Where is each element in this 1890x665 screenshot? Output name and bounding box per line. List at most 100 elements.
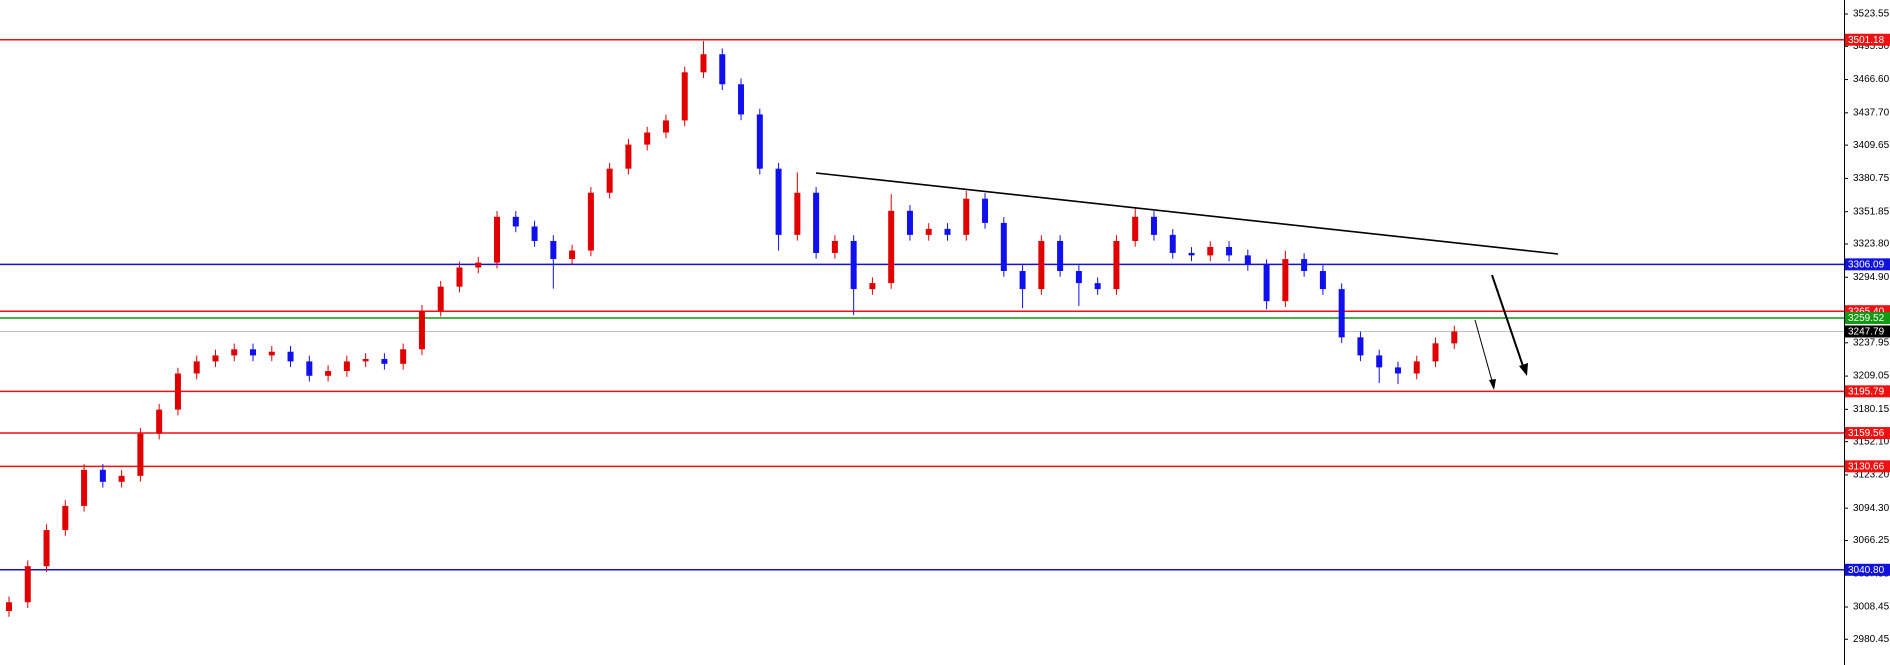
candle-body [944,228,951,235]
candle-body [1057,240,1064,272]
y-tick-label: 3380.75 [1853,173,1890,184]
candle-body [794,192,801,235]
level-label: 3501.18 [1848,35,1885,46]
candle-body [1357,337,1364,356]
candle-body [756,114,763,169]
candle-body [813,192,820,253]
level-label-box [1845,385,1890,398]
candle-body [306,361,313,376]
candle-body [869,283,876,290]
candle-body [531,226,538,241]
candle-body [325,371,332,376]
candle-body [212,355,219,362]
candle-body [1000,222,1007,272]
candle-body [1207,246,1214,256]
level-label: 3259.52 [1848,313,1885,324]
candle-body [343,361,350,372]
candle-body [81,469,88,506]
y-tick-label: 3523.55 [1853,9,1890,20]
candle-body [1282,259,1289,302]
candle-body [906,210,913,235]
arrow [1491,274,1526,373]
candle-body [43,530,50,567]
level-label: 3195.79 [1848,386,1885,397]
candle-body [982,198,989,223]
candle-body [1263,265,1270,302]
candle-body [606,168,613,193]
candle-body [137,433,144,476]
candle-body [850,240,857,290]
level-label: 3247.79 [1848,327,1885,338]
y-tick-label: 3094.30 [1853,503,1890,514]
level-label-box [1845,325,1890,338]
y-tick-label: 3495.50 [1853,41,1890,52]
y-tick-label: 3351.85 [1853,206,1890,217]
candle-body [1244,255,1251,266]
candle-body [550,240,557,260]
y-tick-label: 3209.05 [1853,371,1890,382]
candle-body [400,349,407,364]
level-label: 3306.09 [1848,259,1885,270]
candle-body [418,310,425,350]
candle-body [99,469,106,482]
level-label-box [1845,427,1890,440]
candle-body [193,361,200,374]
level-label-box [1845,460,1890,473]
arrow [1474,319,1495,389]
candle-body [1394,367,1401,374]
candle-body [24,566,31,603]
y-tick-label: 3237.95 [1853,337,1890,348]
candle-body [1413,361,1420,374]
y-tick-label: 3180.15 [1853,404,1890,415]
level-label: 3040.80 [1848,565,1885,576]
candle-body [156,409,163,434]
candle-body [1132,216,1139,241]
candle-body [494,216,501,263]
candle-body [1338,289,1345,338]
arrow-head [1519,363,1528,376]
y-tick-label: 3323.80 [1853,239,1890,250]
candle-body [512,216,519,227]
candle-body [381,358,388,364]
y-tick-label: 3437.70 [1853,107,1890,118]
y-tick-label: 3466.60 [1853,74,1890,85]
candle-body [1319,271,1326,290]
candle-body [475,262,482,268]
candle-body [1019,271,1026,290]
candle-body [719,54,726,85]
level-label-box [1845,33,1890,46]
candle-body [362,358,369,362]
level-label: 3159.56 [1848,428,1885,439]
trend-line [815,172,1559,255]
candle-body [831,240,838,253]
candle-body [963,198,970,235]
level-label-box [1845,258,1890,271]
y-tick-label: 3409.65 [1853,140,1890,151]
level-label: 3130.66 [1848,461,1885,472]
candle-body [1150,216,1157,235]
candle-body [681,72,688,121]
arrow-head [1489,379,1496,390]
candle-body [456,267,463,287]
candle-body [587,192,594,251]
candle-body [662,120,669,133]
y-tick-label: 3066.25 [1853,535,1890,546]
y-tick-label: 3152.10 [1853,436,1890,447]
candle-body [6,602,12,612]
candle-body [1432,343,1439,362]
candle-body [250,349,257,356]
candle-body [1451,331,1458,344]
candle-body [1226,246,1233,256]
candle-body [231,349,238,356]
candle-body [569,250,576,260]
candle-body [1075,271,1082,284]
y-tick-label: 3294.90 [1853,272,1890,283]
plot-area [0,38,1844,617]
candle-body [738,84,745,115]
y-tick-label: 3123.20 [1853,470,1890,481]
candle-body [1113,240,1120,290]
candle-body [174,373,181,410]
candle-body [268,351,275,356]
candle-body [1376,355,1383,368]
